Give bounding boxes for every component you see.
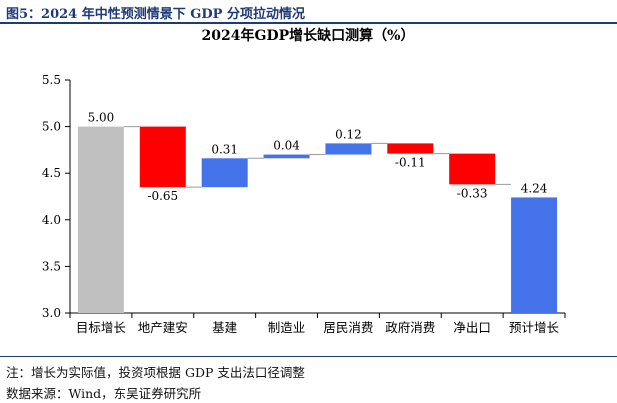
data-label: -0.33 (457, 186, 488, 200)
chart-source: 数据来源：Wind，东吴证券研究所 (6, 386, 202, 401)
top-divider (0, 22, 617, 24)
y-tick-label: 3.5 (42, 259, 61, 273)
x-tick-label: 目标增长 (76, 320, 127, 335)
data-label: -0.11 (395, 156, 426, 170)
bar-positive (201, 158, 248, 188)
chart-axes: 3.0 3.5 4.0 4.5 5.0 5.5 (42, 73, 566, 320)
data-label: 5.00 (88, 111, 115, 125)
bar-negative (139, 126, 186, 188)
y-tick-label: 4.0 (42, 213, 61, 227)
chart-note: 注：增长为实际值，投资项根据 GDP 支出法口径调整 (6, 365, 305, 380)
waterfall-chart: 2024年GDP增长缺口测算（%） 3.0 3.5 4.0 4.5 5.0 5.5 5.0… (42, 27, 566, 335)
bar-negative (387, 143, 434, 154)
bar-negative (449, 153, 496, 185)
x-tick-label: 基建 (212, 320, 238, 335)
data-label: 4.24 (521, 181, 548, 195)
x-tick-label: 地产建安 (138, 320, 188, 335)
bottom-divider (0, 356, 617, 357)
bar-total (77, 126, 124, 313)
y-tick-label: 4.5 (42, 166, 61, 180)
chart-container: 2024年GDP增长缺口测算（%） 3.0 3.5 4.0 4.5 5.0 5.5 5.0… (0, 24, 617, 354)
y-tick-label: 5.5 (42, 73, 61, 87)
x-tick-label: 预计增长 (509, 320, 560, 335)
x-tick-label: 居民消费 (323, 320, 373, 335)
x-tick-label: 政府消费 (385, 320, 435, 335)
bar-positive (325, 143, 372, 155)
data-label: 0.12 (335, 127, 362, 141)
data-label: 0.04 (273, 139, 300, 153)
chart-bars (77, 126, 558, 313)
y-tick-label: 3.0 (42, 306, 61, 320)
bar-total-blue (511, 197, 558, 313)
chart-title: 2024年GDP增长缺口测算（%） (202, 27, 415, 44)
data-label: 0.31 (211, 142, 238, 156)
chart-connectors (123, 126, 512, 188)
y-tick-label: 5.0 (42, 120, 61, 134)
x-tick-label: 净出口 (453, 320, 491, 335)
chart-data-labels: 5.00 目标增长 -0.65 地产建安 0.31 基建 0.04 制造业 0.12 居民消费 -0… (76, 111, 560, 335)
figure-title: 图5：2024 年中性预测情景下 GDP 分项拉动情况 (6, 7, 305, 22)
bar-positive (263, 154, 310, 159)
data-label: -0.65 (147, 189, 178, 203)
x-tick-label: 制造业 (268, 320, 306, 335)
